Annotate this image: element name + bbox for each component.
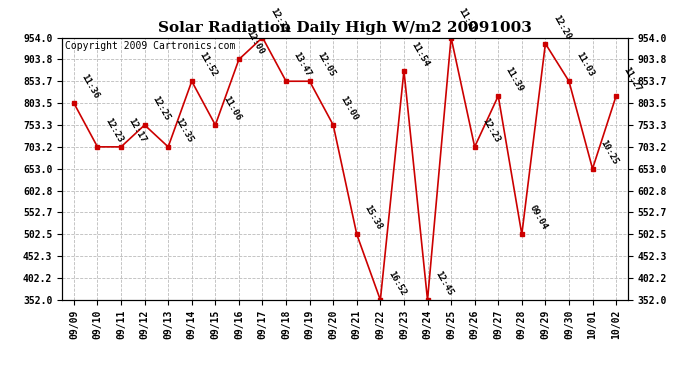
Text: 12:35: 12:35 (268, 7, 289, 35)
Text: 11:54: 11:54 (409, 40, 431, 68)
Text: 11:52: 11:52 (197, 51, 219, 78)
Text: 13:47: 13:47 (292, 51, 313, 78)
Text: 12:17: 12:17 (126, 116, 148, 144)
Text: 12:35: 12:35 (174, 116, 195, 144)
Text: 16:52: 16:52 (386, 270, 407, 297)
Text: 09:04: 09:04 (527, 204, 549, 232)
Text: 11:39: 11:39 (504, 65, 525, 93)
Text: 11:50: 11:50 (457, 7, 478, 35)
Title: Solar Radiation Daily High W/m2 20091003: Solar Radiation Daily High W/m2 20091003 (158, 21, 532, 35)
Text: 12:23: 12:23 (103, 116, 124, 144)
Text: 12:23: 12:23 (480, 116, 502, 144)
Text: 11:06: 11:06 (221, 94, 242, 122)
Text: Copyright 2009 Cartronics.com: Copyright 2009 Cartronics.com (65, 42, 235, 51)
Text: 11:03: 11:03 (575, 51, 595, 78)
Text: 12:20: 12:20 (551, 13, 572, 41)
Text: 12:05: 12:05 (315, 51, 337, 78)
Text: 10:25: 10:25 (598, 138, 620, 166)
Text: 12:45: 12:45 (433, 270, 454, 297)
Text: 11:27: 11:27 (622, 65, 643, 93)
Text: 12:25: 12:25 (150, 94, 171, 122)
Text: 15:38: 15:38 (362, 204, 384, 232)
Text: 13:00: 13:00 (339, 94, 360, 122)
Text: 11:36: 11:36 (79, 73, 101, 100)
Text: 12:00: 12:00 (244, 29, 266, 57)
